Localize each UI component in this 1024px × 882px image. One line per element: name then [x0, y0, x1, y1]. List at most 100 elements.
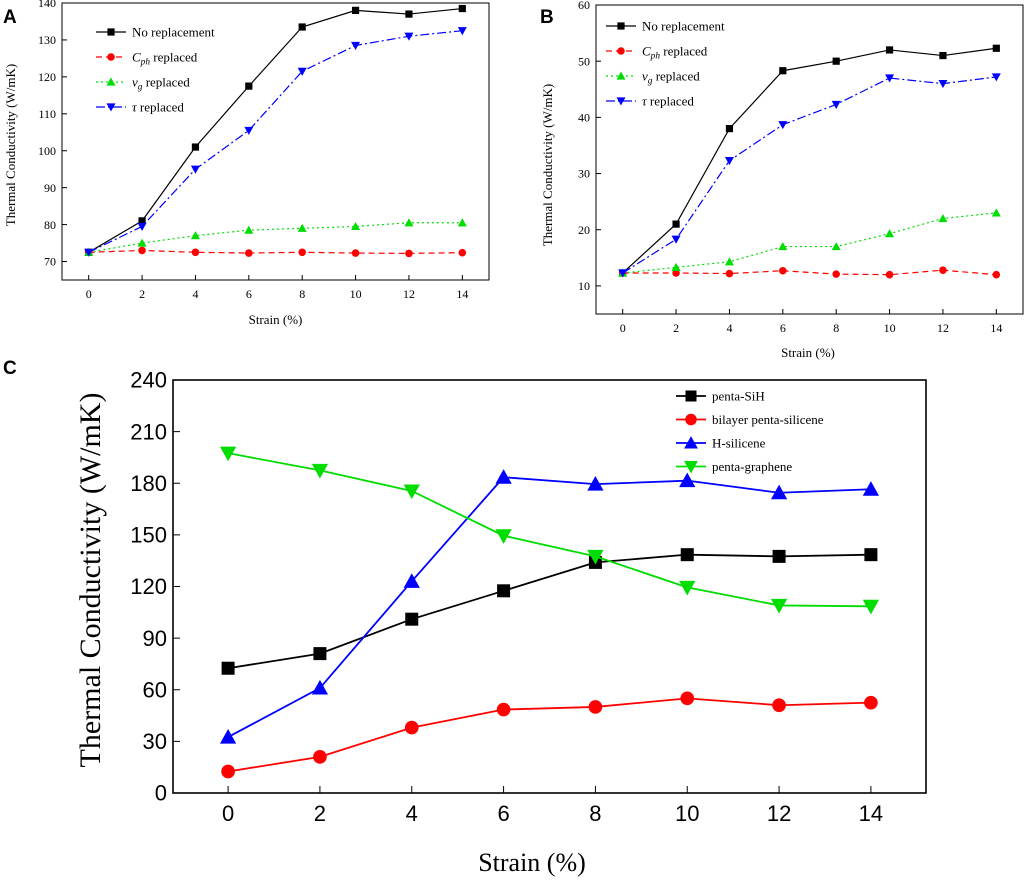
series-line-3: [88, 30, 463, 253]
data-point: [458, 4, 466, 13]
data-point: [313, 647, 327, 661]
data-point: [495, 529, 512, 544]
data-point: [497, 584, 511, 598]
data-point: [864, 695, 878, 710]
data-point: [495, 469, 512, 484]
x-tick-label: 10: [350, 287, 362, 301]
legend-label: vg replaced: [132, 75, 190, 93]
y-tick-label: 140: [38, 0, 56, 10]
series-line-0: [622, 47, 997, 274]
x-tick-label: 12: [403, 287, 415, 301]
y-tick-label: 90: [143, 626, 167, 651]
series-line-1: [227, 697, 871, 773]
y-tick-label: 210: [130, 419, 167, 444]
y-tick-label: 10: [578, 279, 590, 293]
data-point: [938, 80, 948, 89]
data-point: [671, 262, 681, 271]
data-point: [84, 248, 94, 257]
legend-label: Cph replaced: [132, 50, 198, 68]
data-point: [587, 549, 604, 565]
legend-label: τ replaced: [132, 100, 184, 115]
x-tick-label: 0: [222, 801, 234, 826]
data-point: [245, 82, 253, 90]
x-axis-label-c: Strain (%): [478, 848, 586, 877]
data-point: [588, 700, 603, 714]
x-tick-label: 14: [859, 801, 883, 826]
y-axis-label-b: Thermal Conductivity (W/mK): [540, 84, 555, 246]
y-tick-label: 0: [155, 781, 167, 806]
data-point: [832, 270, 840, 278]
data-point: [405, 249, 413, 258]
x-tick-label: 12: [937, 321, 949, 335]
series-layer-b: [618, 44, 1001, 279]
data-point: [725, 125, 734, 133]
data-point: [779, 67, 787, 75]
data-point: [992, 44, 1000, 52]
plot-frame-a: [61, 2, 490, 281]
x-tick-label: 10: [675, 801, 699, 826]
legend-marker: [106, 103, 116, 112]
data-point: [311, 463, 329, 479]
x-tick-label: 12: [767, 801, 791, 826]
data-point: [885, 46, 894, 54]
data-point: [725, 269, 734, 278]
legend-label: H-silicene: [712, 436, 766, 451]
y-axis-label-c: Thermal Conductivity (W/mK): [74, 393, 107, 768]
panel-label-c: C: [3, 358, 17, 379]
data-point: [680, 548, 694, 562]
data-point: [351, 6, 360, 14]
data-point: [404, 218, 414, 227]
x-tick-label: 14: [990, 321, 1002, 335]
data-point: [679, 580, 696, 596]
data-point: [991, 208, 1001, 217]
y-tick-label: 20: [578, 223, 590, 237]
data-point: [403, 573, 420, 588]
data-point: [831, 242, 841, 251]
data-point: [939, 266, 947, 274]
x-tick-label: 14: [456, 287, 468, 301]
data-point: [457, 218, 467, 227]
data-point: [351, 249, 360, 257]
x-tick-label: 2: [139, 287, 145, 301]
legend-marker: [617, 22, 625, 30]
data-point: [770, 598, 788, 614]
data-point: [672, 269, 680, 277]
x-tick-label: 4: [726, 321, 732, 335]
legend-marker: [617, 47, 625, 55]
data-point: [862, 481, 880, 496]
data-point: [672, 220, 680, 228]
data-point: [137, 238, 147, 247]
chart-panel-b: B 0 2 4 6 8 10 12 14 10 20 30 40 50 60 Strain (%) The…: [540, 0, 1024, 360]
x-tick-label: 2: [314, 801, 326, 826]
series-line-1: [622, 269, 997, 276]
data-point: [351, 221, 361, 231]
data-point: [405, 612, 419, 626]
data-point: [298, 248, 306, 257]
data-point: [618, 269, 628, 278]
plot-frame-c: [172, 379, 927, 794]
data-point: [862, 599, 880, 615]
y-tick-label: 90: [44, 181, 56, 195]
y-tick-label: 40: [578, 111, 590, 125]
series-line-0: [88, 7, 463, 253]
x-tick-label: 6: [497, 801, 509, 826]
data-point: [680, 691, 695, 706]
x-tick-label: 6: [246, 287, 252, 301]
series-line-2: [227, 476, 871, 738]
y-tick-label: 180: [130, 471, 167, 496]
chart-panel-a: A 0 2 4 6 8 10 12 14 70 80 90 100 110 120 130 140 Strai…: [3, 0, 490, 327]
data-point: [219, 728, 237, 744]
legend-marker: [106, 77, 116, 86]
y-tick-label: 110: [38, 107, 56, 121]
data-point: [770, 484, 788, 500]
data-point: [724, 157, 734, 166]
y-tick-label: 100: [38, 144, 56, 158]
data-point: [313, 750, 327, 764]
y-tick-label: 70: [44, 255, 56, 269]
data-point: [885, 229, 895, 238]
data-point: [885, 270, 894, 279]
panel-label-b: B: [540, 7, 554, 28]
x-axis-label-a: Strain (%): [249, 312, 303, 327]
data-point: [297, 67, 307, 76]
